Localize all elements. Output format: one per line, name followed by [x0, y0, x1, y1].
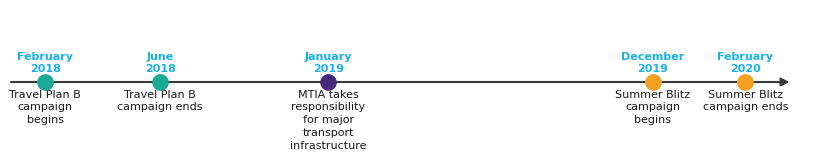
Text: December
2019: December 2019	[621, 52, 685, 73]
Text: January
2019: January 2019	[305, 52, 352, 73]
Text: Travel Plan B
campaign ends: Travel Plan B campaign ends	[117, 90, 203, 113]
Text: MTIA takes
responsibility
for major
transport
infrastructure
projects: MTIA takes responsibility for major tran…	[290, 90, 367, 154]
Text: February
2018: February 2018	[17, 52, 73, 73]
Text: Summer Blitz
campaign ends: Summer Blitz campaign ends	[703, 90, 788, 113]
Text: Travel Plan B
campaign
begins: Travel Plan B campaign begins	[9, 90, 81, 125]
Text: Summer Blitz
campaign
begins: Summer Blitz campaign begins	[615, 90, 690, 125]
Text: June
2018: June 2018	[144, 52, 176, 73]
Text: February
2020: February 2020	[718, 52, 773, 73]
